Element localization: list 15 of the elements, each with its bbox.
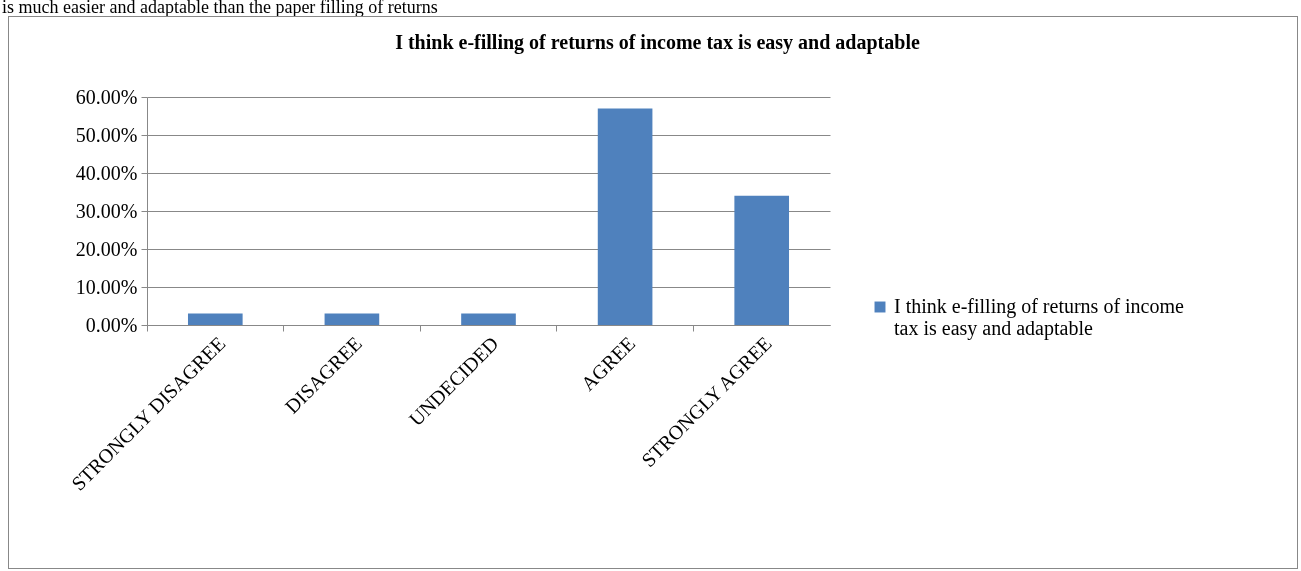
y-tick-label: 60.00% [75,85,138,108]
bar [461,313,516,325]
y-tick-label: 50.00% [75,123,138,146]
y-tick-label: 20.00% [75,237,138,260]
legend-label: I think e-filling of returns of income tax is easy and adaptable [894,295,1185,340]
bar [734,195,790,325]
y-tick-label: 0.00% [85,313,138,336]
bar [324,313,380,325]
bar [187,313,243,325]
bar [597,108,653,325]
y-tick-label: 10.00% [75,275,138,298]
text: is much easier and adaptable than the paper filling of returns [2,0,438,17]
y-tick-label: 40.00% [75,161,138,184]
y-tick-label: 30.00% [75,199,138,222]
chart-title: I think e-filling of returns of income tax is easy and adaptable [395,31,920,54]
